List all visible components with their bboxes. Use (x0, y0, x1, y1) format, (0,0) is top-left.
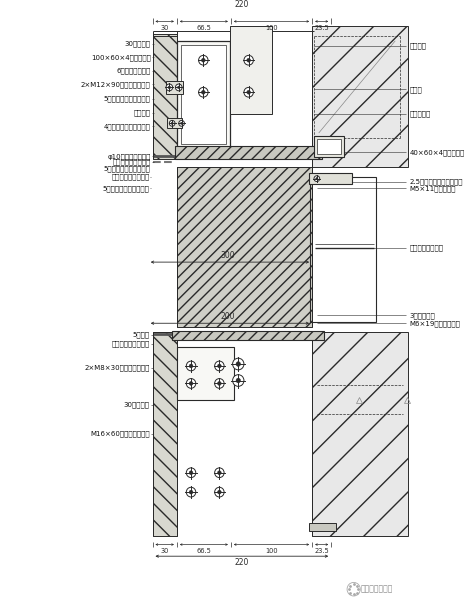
Circle shape (181, 122, 183, 124)
Text: 300: 300 (220, 251, 235, 260)
Bar (177, 346, 234, 400)
Circle shape (186, 361, 196, 371)
Circle shape (175, 84, 182, 91)
Bar (177, 41, 230, 148)
Bar (175, 146, 322, 159)
Text: φ10聚乙烯发泡填棒: φ10聚乙烯发泡填棒 (107, 153, 150, 160)
Circle shape (186, 487, 196, 497)
Text: 2.5厙双馓板折制百叶边框: 2.5厙双馓板折制百叶边框 (410, 178, 463, 185)
Text: 66.5: 66.5 (196, 548, 211, 554)
Polygon shape (152, 332, 177, 536)
Polygon shape (312, 332, 408, 536)
Circle shape (201, 59, 205, 62)
Text: 100×60×4镀锌钢方管: 100×60×4镀锌钢方管 (91, 54, 150, 60)
Bar (310, 177, 377, 322)
Bar (230, 26, 272, 113)
Text: 环氧树脂: 环氧树脂 (133, 109, 150, 116)
Circle shape (189, 364, 193, 368)
Text: 4厘组合金石材专用挂件: 4厘组合金石材专用挂件 (104, 123, 150, 129)
Text: M6×19不锈锂螺钉丁: M6×19不锈锂螺钉丁 (410, 320, 460, 326)
Bar (172, 331, 324, 340)
Bar (167, 118, 182, 128)
Circle shape (236, 378, 241, 383)
Bar (181, 45, 226, 144)
Circle shape (218, 490, 221, 494)
Circle shape (218, 471, 221, 475)
Circle shape (215, 361, 224, 371)
Circle shape (166, 84, 173, 91)
Circle shape (247, 90, 251, 94)
Circle shape (233, 375, 244, 386)
Circle shape (244, 87, 254, 97)
Text: M5×11抽芯钓螺钉: M5×11抽芯钓螺钉 (410, 185, 456, 192)
Circle shape (171, 122, 173, 124)
Circle shape (215, 379, 224, 389)
Circle shape (244, 56, 254, 65)
Text: 5厘组合金石材专用挂件: 5厘组合金石材专用挂件 (104, 96, 150, 102)
Text: 100: 100 (265, 25, 278, 31)
Circle shape (189, 471, 193, 475)
Circle shape (177, 86, 180, 89)
Circle shape (218, 364, 221, 368)
Bar (166, 81, 183, 94)
Text: 40×60×4镀镜锂方管: 40×60×4镀镜锂方管 (410, 149, 464, 156)
Circle shape (218, 381, 221, 386)
Circle shape (314, 176, 320, 182)
Circle shape (199, 56, 208, 65)
Text: 3厙连接角钢: 3厙连接角钢 (410, 312, 435, 319)
Text: 30: 30 (160, 25, 169, 31)
Text: 30厙花岗石: 30厙花岗石 (123, 401, 149, 408)
Circle shape (236, 362, 241, 367)
Text: 石材专用密封填缝胶: 石材专用密封填缝胶 (113, 159, 150, 165)
Text: 5厘石材专用铝合金挂件: 5厘石材专用铝合金挂件 (104, 166, 150, 172)
Text: 23.5: 23.5 (314, 25, 329, 31)
Circle shape (215, 487, 224, 497)
Circle shape (247, 59, 251, 62)
Text: 2×M12×90不锈钢对穿螺栓: 2×M12×90不锈钢对穿螺栓 (81, 81, 150, 88)
Text: 23.5: 23.5 (314, 548, 329, 554)
Text: 5厘石材专用铝合金挂件: 5厘石材专用铝合金挂件 (103, 185, 149, 192)
Text: 石材专用密封填缝胶: 石材专用密封填缝胶 (112, 173, 149, 180)
Text: 30: 30 (160, 548, 169, 554)
Text: 内装修处理: 内装修处理 (410, 110, 430, 117)
Circle shape (215, 468, 224, 478)
Text: 200: 200 (220, 312, 235, 321)
Bar (317, 139, 342, 154)
Polygon shape (312, 26, 408, 167)
Polygon shape (152, 34, 177, 159)
Circle shape (168, 86, 171, 89)
Circle shape (233, 358, 244, 370)
Text: 门窗幕墙联盟吧: 门窗幕墙联盟吧 (360, 585, 393, 594)
Text: 氟碳噴涂铝百叶片: 氟碳噴涂铝百叶片 (410, 244, 443, 251)
Text: M16×60不锈锂对穿螺栋: M16×60不锈锂对穿螺栋 (90, 431, 149, 437)
Text: 2×M8×30不锈锂对穿螺栋: 2×M8×30不锈锂对穿螺栋 (84, 365, 149, 371)
Circle shape (179, 120, 184, 126)
Text: 土建构体: 土建构体 (410, 42, 427, 49)
Text: 6厚镀锌钢连接件: 6厚镀锌钢连接件 (116, 68, 150, 74)
Text: 66.5: 66.5 (196, 25, 211, 31)
Bar (309, 173, 352, 184)
Polygon shape (177, 167, 312, 327)
Circle shape (315, 178, 318, 180)
Bar (309, 523, 336, 531)
Text: 预埋件: 预埋件 (410, 86, 422, 93)
Circle shape (189, 490, 193, 494)
Text: 石材专用密封填缝胶: 石材专用密封填缝胶 (112, 340, 149, 347)
Text: 5号角钢: 5号角钢 (132, 332, 149, 338)
Circle shape (189, 381, 193, 386)
Circle shape (199, 87, 208, 97)
Text: 100: 100 (265, 548, 278, 554)
Text: 30厚花岗石: 30厚花岗石 (124, 40, 150, 47)
Circle shape (201, 90, 205, 94)
Bar (314, 136, 344, 157)
Circle shape (169, 120, 175, 126)
Text: 220: 220 (235, 558, 249, 567)
Text: 220: 220 (235, 0, 249, 9)
Circle shape (186, 468, 196, 478)
Circle shape (186, 379, 196, 389)
